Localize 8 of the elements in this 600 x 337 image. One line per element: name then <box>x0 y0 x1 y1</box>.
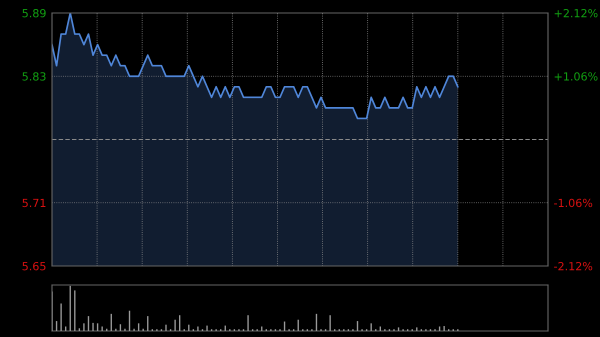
y-tick-label: 5.65 <box>22 262 46 270</box>
y-tick-label: 5.71 <box>22 198 46 208</box>
y-tick-label: 5.83 <box>22 72 46 81</box>
y2-tick-label: +1.06% <box>554 72 598 81</box>
y-tick-label: 5.89 <box>22 8 46 18</box>
y2-tick-label: -1.06% <box>554 198 592 208</box>
y2-tick-label: +2.12% <box>554 8 598 18</box>
y2-tick-label: -2.12% <box>554 262 592 270</box>
